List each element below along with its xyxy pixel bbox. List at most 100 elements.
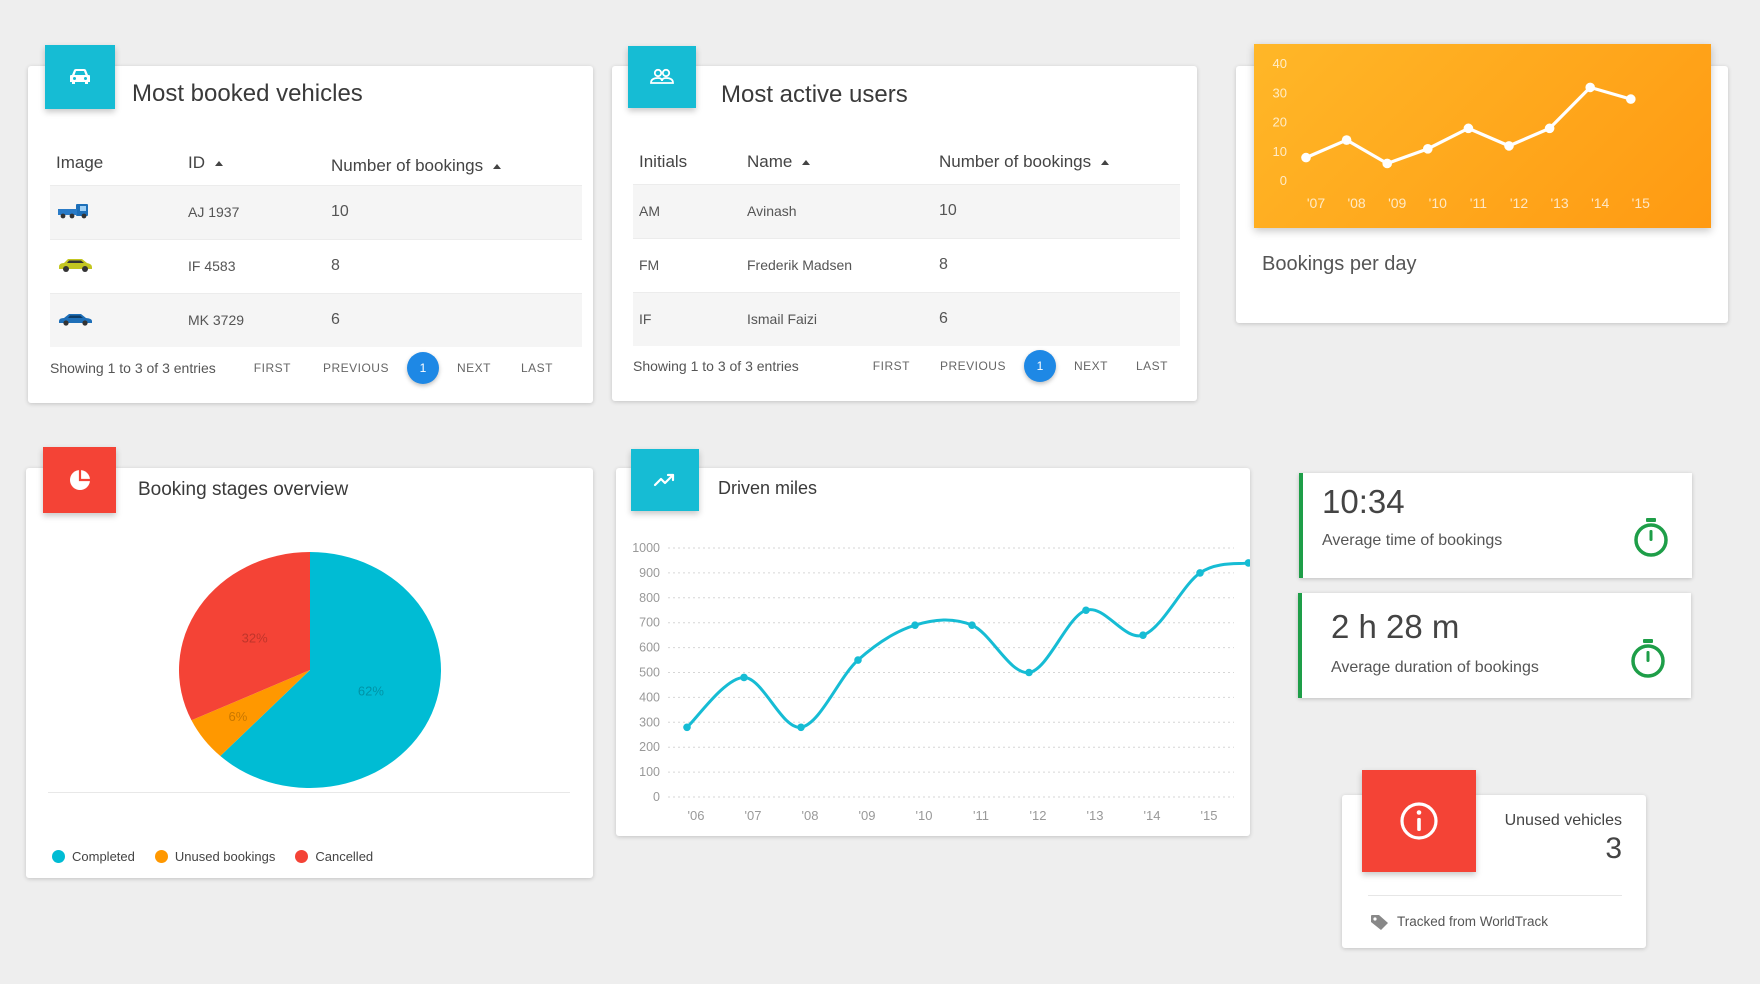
data-point xyxy=(1139,631,1147,639)
data-point xyxy=(1301,152,1311,163)
y-tick-label: 200 xyxy=(639,740,660,754)
data-point xyxy=(1504,141,1514,151)
data-point xyxy=(1244,559,1250,567)
y-tick-label: 700 xyxy=(639,616,660,630)
booking-count: 10 xyxy=(939,183,1180,238)
last-page-button[interactable]: LAST xyxy=(520,361,553,375)
vehicle-id: AJ 1937 xyxy=(188,184,331,239)
data-point xyxy=(1463,123,1474,134)
entries-info: Showing 1 to 3 of 3 entries xyxy=(50,360,216,376)
users-badge xyxy=(628,46,696,108)
vehicles-pagination: Showing 1 to 3 of 3 entries FIRST PREVIO… xyxy=(50,352,580,384)
y-tick-label: 800 xyxy=(639,591,660,605)
table-row[interactable]: FM Frederik Madsen 8 xyxy=(633,237,1180,292)
data-point xyxy=(968,621,976,629)
column-header-image: Image xyxy=(56,152,104,172)
x-tick-label: '10 xyxy=(1429,195,1447,211)
column-header-bookings[interactable]: Number of bookings xyxy=(331,141,582,185)
booking-count: 6 xyxy=(939,291,1180,346)
previous-page-button[interactable]: PREVIOUS xyxy=(939,359,1006,373)
data-point xyxy=(740,673,748,682)
x-tick-label: '08 xyxy=(802,808,819,823)
x-tick-label: '11 xyxy=(1470,195,1487,211)
x-tick-label: '15 xyxy=(1632,195,1650,211)
first-page-button[interactable]: FIRST xyxy=(872,359,910,373)
pie-chart-icon xyxy=(69,470,90,490)
legend-dot xyxy=(154,850,168,863)
data-point xyxy=(1341,135,1352,145)
miles-line xyxy=(685,561,1249,729)
unused-vehicles-label: Unused vehicles xyxy=(1504,812,1622,829)
users-pagination: Showing 1 to 3 of 3 entries FIRST PREVIO… xyxy=(633,350,1183,382)
table-row[interactable]: AM Avinash 10 xyxy=(633,183,1180,238)
y-tick-label: 1000 xyxy=(632,541,660,555)
pie-legend: Completed Unused bookings Cancelled xyxy=(52,849,373,864)
pie-slice xyxy=(220,552,442,788)
column-header-name[interactable]: Name xyxy=(747,140,939,184)
data-point xyxy=(1196,569,1204,577)
x-tick-label: '13 xyxy=(1550,195,1568,211)
average-duration-card: 2 h 28 m Average duration of bookings xyxy=(1298,593,1691,698)
table-row[interactable]: AJ 1937 10 xyxy=(50,184,582,239)
trending-icon xyxy=(653,473,675,487)
column-header-bookings[interactable]: Number of bookings xyxy=(939,140,1180,184)
data-point xyxy=(1423,144,1433,154)
user-name: Frederik Madsen xyxy=(747,237,939,292)
user-name: Ismail Faizi xyxy=(747,291,939,346)
data-point xyxy=(854,656,862,664)
x-tick-label: '13 xyxy=(1087,808,1104,823)
table-row[interactable]: IF Ismail Faizi 6 xyxy=(633,291,1180,346)
y-tick-label: 0 xyxy=(653,790,660,804)
x-tick-label: '12 xyxy=(1030,808,1047,823)
pie-slice xyxy=(178,552,310,721)
first-page-button[interactable]: FIRST xyxy=(253,361,291,375)
entries-info: Showing 1 to 3 of 3 entries xyxy=(633,358,799,374)
data-point xyxy=(1025,668,1033,677)
page-1-button[interactable]: 1 xyxy=(406,352,439,384)
y-tick-label: 30 xyxy=(1273,85,1287,100)
sort-asc-icon xyxy=(493,163,502,169)
x-tick-label: '08 xyxy=(1347,195,1365,211)
user-initials: AM xyxy=(633,183,747,238)
x-tick-label: '11 xyxy=(973,808,989,823)
previous-page-button[interactable]: PREVIOUS xyxy=(322,361,389,375)
data-point xyxy=(1544,123,1555,134)
data-point xyxy=(911,621,919,629)
next-page-button[interactable]: NEXT xyxy=(456,361,491,375)
vehicles-badge xyxy=(45,45,115,109)
y-tick-label: 400 xyxy=(639,690,660,704)
driven-miles-chart: 0 100 200 300 400 500 600 700 800 900 1000 '06 '07 '0… xyxy=(632,541,1250,823)
sort-asc-icon xyxy=(1101,159,1110,165)
unused-vehicles-badge xyxy=(1362,770,1476,872)
y-tick-label: 300 xyxy=(639,715,660,729)
x-tick-label: '07 xyxy=(745,808,762,823)
next-page-button[interactable]: NEXT xyxy=(1073,359,1108,373)
y-tick-label: 20 xyxy=(1273,115,1287,130)
user-name: Avinash xyxy=(747,183,939,238)
users-icon xyxy=(650,68,674,84)
average-time-label: Average time of bookings xyxy=(1322,532,1503,549)
bookings-per-day-label: Bookings per day xyxy=(1262,253,1417,275)
data-point xyxy=(1382,158,1392,169)
table-row[interactable]: IF 4583 8 xyxy=(50,238,582,293)
pie-divider xyxy=(48,792,570,793)
pie-slice xyxy=(191,670,310,757)
legend-item-unused-bookings[interactable]: Unused bookings xyxy=(154,849,275,864)
x-tick-label: '15 xyxy=(1201,808,1218,823)
vehicles-table: Image ID Number of bookings AJ 1937 10 I… xyxy=(50,141,582,347)
legend-item-cancelled[interactable]: Cancelled xyxy=(295,849,373,864)
info-icon xyxy=(1400,802,1438,840)
y-tick-label: 10 xyxy=(1273,144,1287,159)
last-page-button[interactable]: LAST xyxy=(1135,359,1168,373)
data-point xyxy=(1626,94,1636,104)
page-1-button[interactable]: 1 xyxy=(1023,350,1056,382)
x-tick-label: '14 xyxy=(1144,808,1161,823)
car-icon xyxy=(59,313,92,326)
column-header-id[interactable]: ID xyxy=(188,141,331,185)
x-tick-label: '14 xyxy=(1591,195,1609,211)
bookings-per-day-chart: 0 10 20 30 40 '07 '08 '09 '10 '11 '12 '13 '14 '15 xyxy=(1273,56,1651,211)
table-row[interactable]: MK 3729 6 xyxy=(50,292,582,347)
x-tick-label: '10 xyxy=(916,808,933,823)
legend-item-completed[interactable]: Completed xyxy=(52,849,135,864)
legend-dot xyxy=(52,850,65,863)
